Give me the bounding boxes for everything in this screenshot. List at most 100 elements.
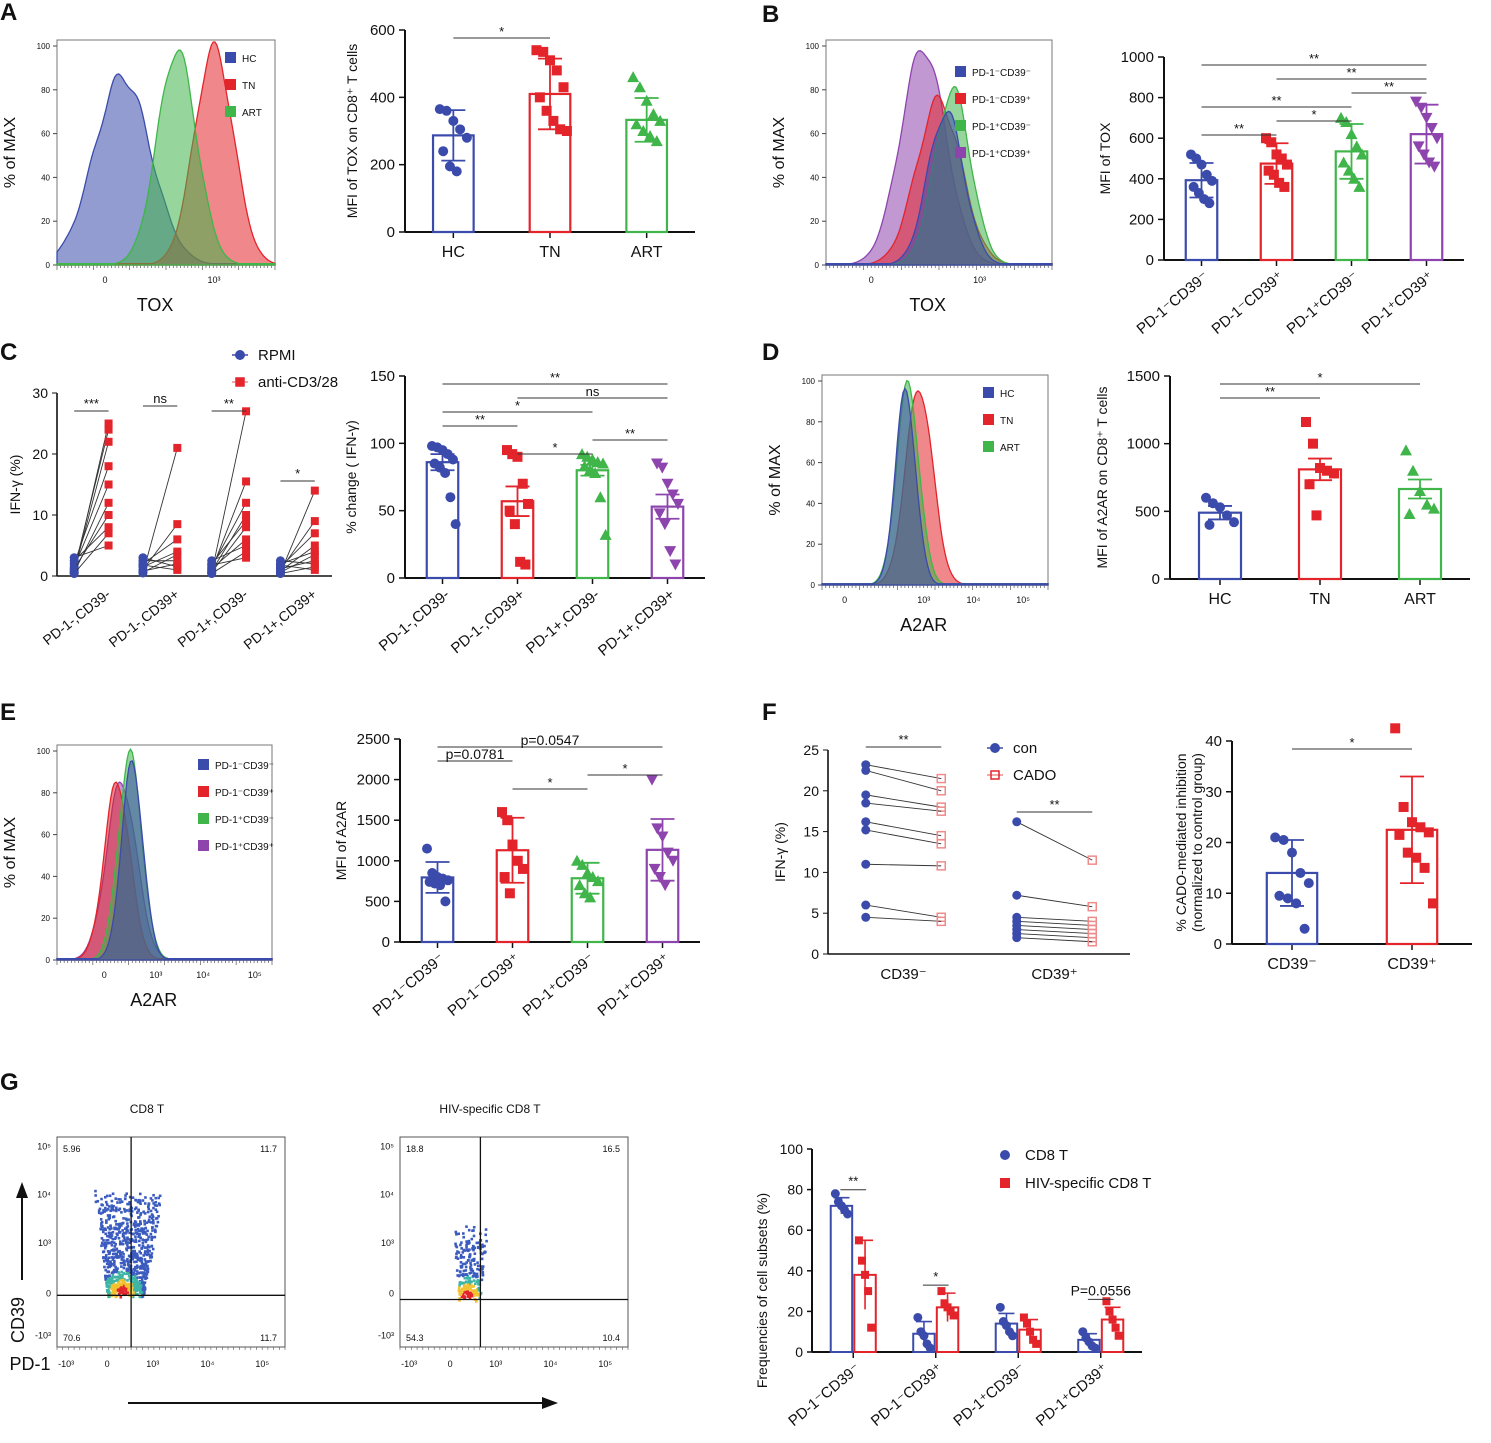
cell-event [138,1233,141,1236]
data-point [913,1312,923,1322]
cell-event [109,1280,113,1284]
cell-event [465,1225,468,1228]
legend-marker [1000,1150,1010,1160]
cell-event [465,1273,468,1276]
cell-event [148,1249,151,1253]
cell-event [144,1240,148,1244]
cell-event [134,1235,137,1238]
cell-event [455,1252,458,1256]
panel-label-a: A [0,0,17,26]
data-point [648,863,661,875]
chart-f-paired: 0 5 10 15 20 25 CD39⁻ ** CD39⁺ ** con CADO IFN-γ (%) [772,732,1130,983]
cell-event [110,1291,114,1295]
cell-event [147,1203,150,1207]
y-axis-label: % change ( IFN-γ) [343,420,359,534]
cell-event [476,1275,479,1278]
y-tick-label: 1000 [1127,436,1160,453]
y-tick-label: 80 [806,418,815,427]
y-tick-label: 800 [1129,90,1154,107]
cell-event [125,1225,129,1229]
cell-event [121,1222,124,1225]
cell-event [463,1249,467,1252]
cell-event [128,1291,132,1295]
histogram-series-2 [56,49,276,266]
cell-event [462,1235,466,1239]
cell-event [108,1274,111,1277]
cell-event [153,1228,157,1232]
cell-event [149,1259,152,1263]
pair-line [1016,929,1093,935]
data-point [584,891,597,903]
cell-event [125,1218,129,1222]
pair-line [1016,924,1093,930]
cell-event [132,1267,136,1271]
data-point [561,126,572,136]
cell-event [145,1253,149,1257]
cell-event [125,1209,129,1212]
cell-event [127,1274,131,1278]
cell-event [477,1282,480,1285]
cell-event [131,1257,134,1261]
data-point [1022,1319,1031,1328]
cell-event [117,1271,121,1275]
y-axis-label: Frequencies of cell subsets (%) [754,1193,770,1388]
pair-line [865,802,942,812]
cell-event [465,1246,468,1249]
significance-label: P=0.0556 [1071,1282,1132,1298]
cell-event [109,1261,112,1264]
data-point [515,556,526,567]
cell-event [139,1229,143,1232]
pair-line [865,916,942,922]
legend-label: TN [242,81,255,92]
legend-label: PD-1⁻CD39⁻ [215,761,274,772]
cell-event [126,1291,129,1294]
data-point-after [104,462,113,471]
cell-event [114,1236,118,1239]
significance-label: * [933,1269,938,1284]
pair-line [73,526,109,562]
data-point [502,445,512,456]
cell-event [466,1274,470,1278]
cell-event [121,1251,124,1254]
pair-line [73,514,109,569]
data-point-after [242,477,251,486]
cell-event [151,1199,154,1202]
y-tick-label: -10³ [35,1330,51,1340]
cell-event [118,1290,122,1294]
data-point [1356,148,1368,160]
cell-event [467,1285,470,1289]
data-point [509,519,520,530]
chart-c-paired: 0102030PD-1-,CD39-***PD-1-,CD39+nsPD-1+,… [7,347,338,653]
cell-event [146,1210,150,1214]
cell-event [108,1251,111,1255]
x-tick-label: 10⁴ [201,1359,215,1369]
legend-swatch [955,120,966,131]
cell-event [466,1277,470,1280]
y-tick-label: 20 [803,783,819,799]
cell-event [124,1217,128,1221]
y-tick-label: 80 [810,86,819,95]
cell-event [105,1239,108,1242]
cell-event [130,1270,134,1274]
y-tick-label: 0 [40,568,48,584]
cell-event [134,1283,138,1286]
data-point [651,458,663,470]
legend-label: PD-1⁻CD39⁻ [972,68,1031,79]
x-tick-label: HC [442,244,465,261]
cell-event [102,1208,105,1212]
cell-event [455,1255,458,1259]
data-point [455,124,466,135]
cell-event [135,1264,139,1268]
cell-event [104,1256,108,1259]
legend-swatch [225,106,236,117]
y-tick-label: 20 [41,914,50,923]
cell-event [141,1280,144,1284]
cell-event [106,1226,110,1229]
data-point-after [173,535,182,544]
cell-event [147,1245,151,1249]
cell-event [157,1214,160,1218]
cell-event [134,1286,137,1289]
data-point [646,774,658,786]
cell-event [136,1257,139,1260]
cell-event [128,1209,131,1213]
